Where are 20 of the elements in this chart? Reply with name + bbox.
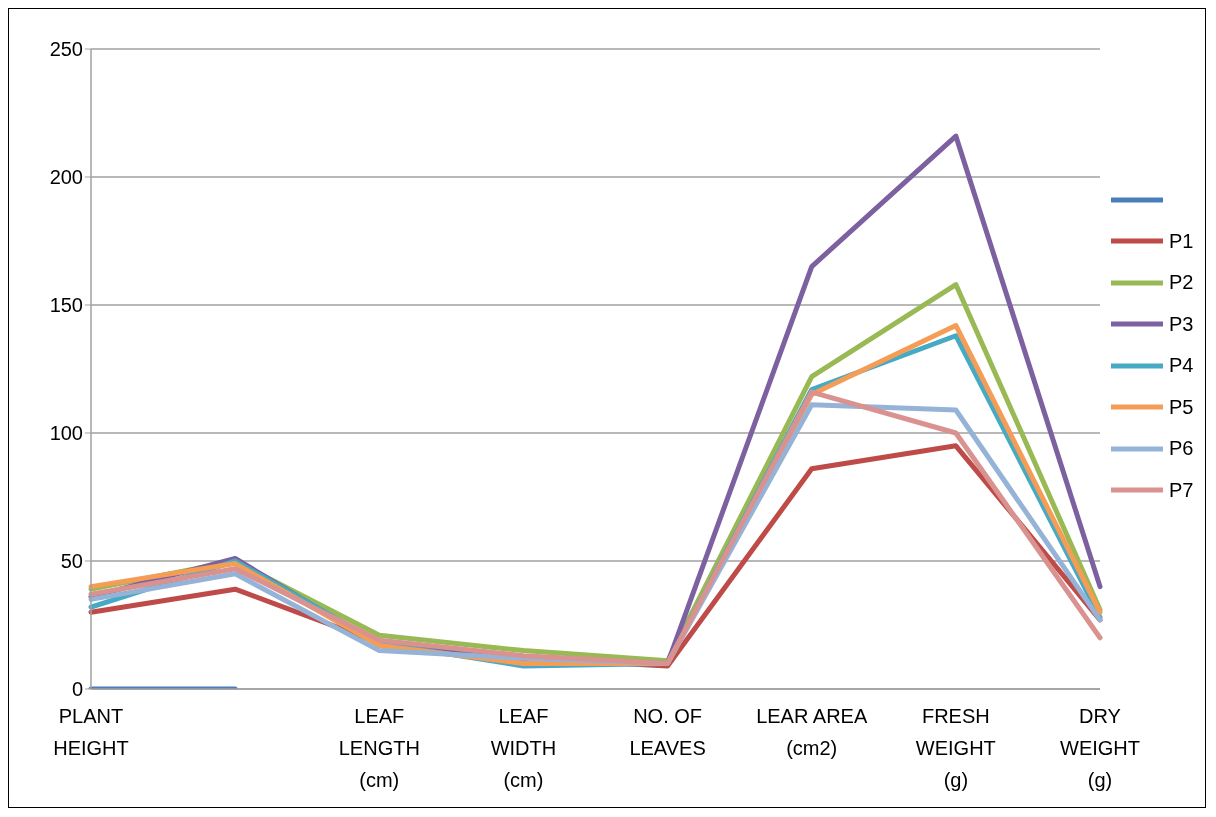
y-tick-label: 200 [49,166,83,189]
x-tick-label: LEAF WIDTH (cm) [490,705,557,791]
legend-label: P3 [1169,312,1194,336]
legend-label: P5 [1169,395,1194,419]
y-tick-label: 0 [71,678,83,701]
y-tick-label: 100 [49,422,83,445]
legend-label: P7 [1169,478,1194,502]
legend-label: P2 [1169,271,1194,295]
x-tick-label: NO. OF LEAVES [629,705,706,759]
x-tick-label: LEAF LENGTH (cm) [338,705,420,791]
x-tick-label: DRY WEIGHT (g) [1060,705,1140,791]
legend-label: P6 [1169,437,1194,461]
y-tick-label: 50 [60,550,83,573]
legend-label: P1 [1169,229,1194,253]
x-tick-label: PLANT HEIGHT [53,705,129,759]
x-tick-label: FRESH WEIGHT (g) [915,705,996,791]
y-tick-label: 250 [49,38,83,61]
y-tick-label: 150 [49,294,83,317]
x-tick-label: LEAR AREA (cm2) [756,705,868,759]
legend-label: P4 [1169,354,1194,378]
